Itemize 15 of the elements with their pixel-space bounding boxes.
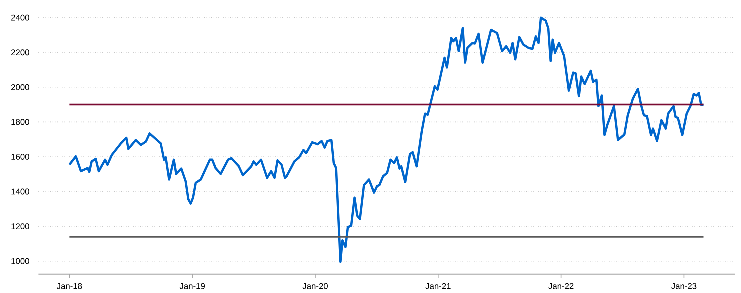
x-tick-label: Jan-22 xyxy=(548,283,574,290)
y-tick-label: 1800 xyxy=(12,119,30,126)
x-tick-label: Jan-23 xyxy=(672,283,697,290)
y-tick-label: 1600 xyxy=(12,154,30,160)
x-tick-label: Jan-19 xyxy=(180,283,206,290)
x-tick-label: Jan-21 xyxy=(426,283,451,290)
y-tick-label: 1400 xyxy=(12,188,30,195)
y-tick-label: 1200 xyxy=(12,223,30,230)
y-tick-label: 2200 xyxy=(12,50,30,56)
y-tick-label: 2000 xyxy=(12,84,30,90)
y-tick-label: 1000 xyxy=(12,258,30,264)
x-tick-label: Jan-18 xyxy=(56,283,82,290)
line-series xyxy=(68,16,705,264)
y-tick-label: 2400 xyxy=(12,14,30,21)
x-tick-label: Jan-20 xyxy=(302,283,328,290)
